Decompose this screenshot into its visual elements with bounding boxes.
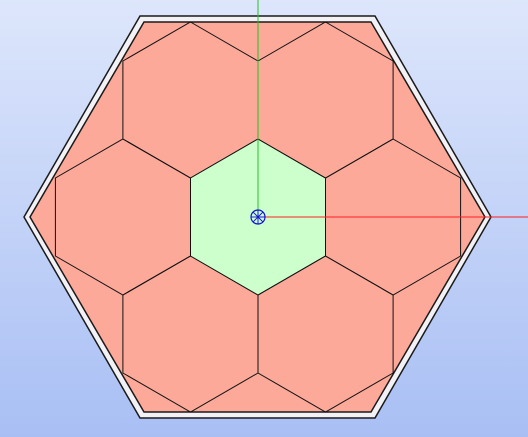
hex-cell-5[interactable] — [325, 138, 462, 296]
origin-sphere-icon[interactable] — [250, 209, 266, 225]
origin-spoke — [257, 211, 264, 218]
origin-spoke — [257, 216, 264, 223]
origin-spoke — [252, 216, 259, 223]
origin-spoke — [252, 211, 259, 218]
coordinate-axes — [257, 0, 528, 218]
